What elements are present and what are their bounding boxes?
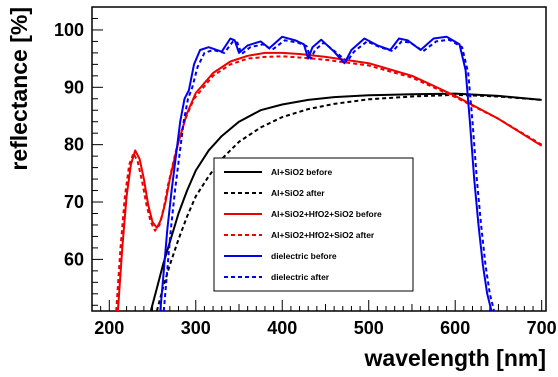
x-tick-label: 200 [94,318,124,338]
x-tick-label: 700 [527,318,557,338]
x-tick-label: 500 [354,318,384,338]
legend-label: dielectric after [271,272,330,282]
y-axis-title: reflectance [%] [6,7,32,171]
y-tick-label: 80 [64,135,84,155]
x-tick-labels: 200 300 400 500 600 700 [94,318,556,338]
plot-frame [91,6,547,312]
y-tick-labels: 60 70 80 90 100 [54,20,84,269]
legend-label: Al+SiO2+HfO2+SiO2 after [271,230,375,240]
y-tick-label: 90 [64,77,84,97]
y-tick-label: 70 [64,192,84,212]
legend-box [213,157,414,292]
series-line-6 [162,38,496,311]
legend-label: Al+SiO2+HfO2+SiO2 before [271,209,382,219]
legend-label: Al+SiO2 after [271,188,325,198]
series-line-1 [149,92,542,311]
x-tick-label: 600 [440,318,470,338]
x-tick-label: 400 [267,318,297,338]
series-line-4 [115,55,543,311]
y-tick-label: 60 [64,249,84,269]
legend-entries: Al+SiO2 before Al+SiO2 after Al+SiO2+HfO2+… [224,167,382,282]
series-lines [115,35,543,311]
y-tick-label: 100 [54,20,84,40]
legend-label: Al+SiO2 before [271,167,332,177]
x-axis-title: wavelength [nm] [364,345,546,371]
x-tick-label: 300 [181,318,211,338]
series-line-2 [155,93,542,311]
legend: Al+SiO2 before Al+SiO2 after Al+SiO2+HfO2+… [213,157,414,292]
series-line-5 [159,35,493,311]
legend-label: dielectric before [271,251,337,261]
axis-ticks [92,6,543,311]
